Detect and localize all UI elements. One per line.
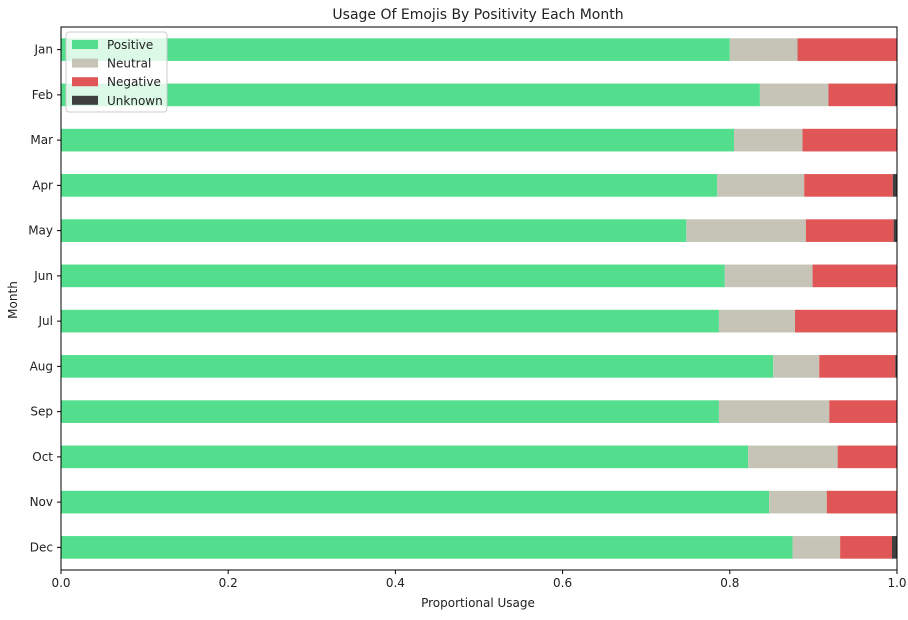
- plot-frame: [60, 26, 898, 571]
- bar-oct-positive: [61, 445, 749, 469]
- bar-apr-unknown: [892, 174, 897, 197]
- bar-aug-neutral: [773, 355, 820, 378]
- bar-dec-positive: [61, 536, 793, 559]
- bar-jan-positive: [61, 38, 730, 61]
- bar-mar-neutral: [733, 128, 803, 152]
- legend-swatch-positive: [72, 40, 98, 49]
- bars-layer: [61, 38, 897, 559]
- x-tick-label-0: 0.0: [51, 576, 70, 590]
- y-tick-label-dec: Dec: [30, 540, 53, 554]
- bar-feb-neutral: [759, 83, 829, 107]
- bar-jul-positive: [61, 309, 719, 333]
- y-tick-label-aug: Aug: [30, 359, 53, 373]
- bar-mar-positive: [61, 128, 734, 152]
- legend-swatch-negative: [72, 77, 98, 87]
- bar-aug-negative: [819, 355, 896, 378]
- y-tick-label-feb: Feb: [32, 88, 53, 102]
- bar-oct-negative: [837, 445, 897, 469]
- bar-jun-negative: [812, 264, 897, 288]
- bar-sep-neutral: [718, 400, 830, 423]
- y-tick-label-mar: Mar: [30, 133, 53, 147]
- y-tick-label-oct: Oct: [32, 450, 53, 464]
- legend-label-negative: Negative: [107, 75, 161, 89]
- bar-apr-neutral: [717, 174, 805, 197]
- bar-may-negative: [805, 219, 894, 242]
- bar-dec-neutral: [792, 536, 841, 559]
- bar-aug-unknown: [895, 355, 897, 378]
- y-tick-label-apr: Apr: [32, 178, 53, 192]
- bar-jan-negative: [797, 38, 897, 61]
- bar-jul-neutral: [718, 309, 796, 333]
- bar-jul-negative: [795, 309, 897, 333]
- x-tick-label-3: 0.6: [553, 576, 572, 590]
- legend-swatch-unknown: [72, 95, 98, 105]
- bar-may-neutral: [686, 219, 806, 242]
- bar-may-unknown: [893, 219, 897, 242]
- bar-jun-positive: [61, 264, 725, 288]
- legend-label-unknown: Unknown: [107, 94, 163, 108]
- y-tick-label-may: May: [28, 224, 53, 238]
- x-tick-label-2: 0.4: [386, 576, 405, 590]
- bar-jan-neutral: [729, 38, 798, 61]
- y-tick-label-jun: Jun: [33, 269, 53, 283]
- legend-label-neutral: Neutral: [107, 57, 151, 71]
- x-axis-label: Proportional Usage: [421, 596, 535, 610]
- bar-sep-positive: [61, 400, 719, 423]
- bar-oct-neutral: [748, 445, 838, 469]
- bar-aug-positive: [61, 355, 774, 378]
- bar-feb-negative: [828, 83, 896, 107]
- bar-dec-negative: [840, 536, 892, 559]
- bar-sep-negative: [829, 400, 897, 423]
- axes-layer: Jan Feb Mar Apr May Jun Jul Aug Sep Oct Nov Dec 0.0 0…: [28, 26, 907, 590]
- bar-nov-negative: [826, 490, 897, 514]
- legend: Positive Neutral Negative Unknown: [65, 31, 168, 113]
- bar-jun-neutral: [724, 264, 813, 288]
- x-tick-label-5: 1.0: [887, 576, 906, 590]
- bar-mar-negative: [802, 128, 897, 152]
- x-tick-label-4: 0.8: [720, 576, 739, 590]
- y-axis-label: Month: [6, 281, 20, 319]
- y-tick-label-sep: Sep: [30, 405, 53, 419]
- bar-apr-positive: [61, 174, 718, 197]
- bar-dec-unknown: [891, 536, 897, 559]
- bar-nov-positive: [61, 490, 770, 514]
- y-tick-label-nov: Nov: [30, 495, 53, 509]
- legend-swatch-neutral: [72, 58, 98, 68]
- y-tick-label-jul: Jul: [38, 314, 53, 328]
- bar-feb-unknown: [895, 83, 897, 107]
- legend-box: [65, 31, 168, 113]
- y-tick-label-jan: Jan: [34, 43, 54, 57]
- chart-title: Usage Of Emojis By Positivity Each Month: [332, 7, 623, 23]
- bar-feb-positive: [61, 83, 760, 107]
- bar-may-positive: [61, 219, 687, 242]
- bar-apr-negative: [804, 174, 893, 197]
- x-tick-label-1: 0.2: [219, 576, 238, 590]
- legend-label-positive: Positive: [107, 38, 153, 52]
- bar-nov-neutral: [769, 490, 827, 514]
